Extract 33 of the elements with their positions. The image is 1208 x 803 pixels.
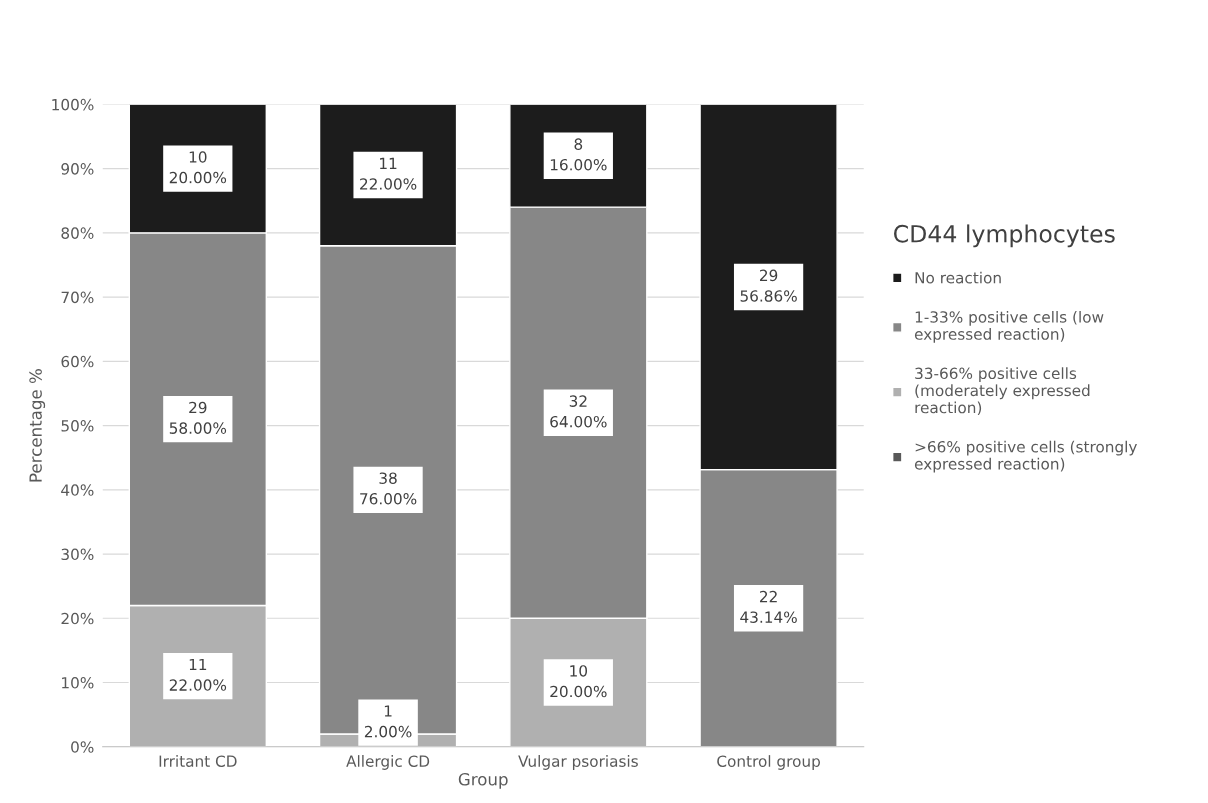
y-tick-label: 20% [61, 612, 94, 625]
y-tick-label: 30% [61, 548, 94, 561]
data-label: 29 58.00% [169, 401, 227, 434]
y-tick-label: 70% [61, 291, 94, 304]
x-tick-label: Vulgar psoriasis [518, 755, 638, 770]
x-tick-label: Control group [717, 755, 820, 770]
legend-title: CD44 lymphocytes [894, 224, 1115, 248]
y-tick-label: 50% [61, 420, 94, 432]
y-tick-label: 90% [61, 163, 94, 175]
data-label: 32 64.00% [550, 395, 607, 428]
y-axis-title: Percentage % [29, 369, 46, 482]
legend-label: 33-66% positive cells (moderately expressed reaction) [915, 367, 1090, 416]
data-label: 11 22.00% [169, 658, 227, 691]
y-tick-label: 80% [61, 227, 94, 239]
data-label: 29 56.86% [740, 269, 797, 302]
data-label: 10 20.00% [550, 665, 607, 698]
data-label: 22 43.14% [740, 590, 797, 623]
legend-label: 1-33% positive cells (low expressed reaction) [914, 310, 1104, 343]
legend-label: >66% positive cells (strongly expressed reaction) [914, 440, 1137, 473]
data-label: 1 2.00% [364, 705, 412, 738]
y-tick-label: 60% [61, 355, 94, 368]
data-label: 10 20.00% [169, 151, 227, 184]
y-tick-label: 10% [62, 677, 94, 689]
x-tick-label: Irritant CD [159, 755, 237, 767]
x-tick-label: Allergic CD [346, 755, 430, 770]
x-axis-title: Group [458, 772, 508, 789]
y-tick-label: 40% [61, 484, 94, 496]
data-label: 38 76.00% [360, 472, 417, 505]
y-tick-label: 100% [52, 98, 94, 111]
data-label: 8 16.00% [550, 138, 607, 171]
legend-label: No reaction [915, 271, 1001, 284]
data-label: 11 22.00% [360, 157, 417, 190]
y-tick-label: 0% [71, 741, 94, 753]
